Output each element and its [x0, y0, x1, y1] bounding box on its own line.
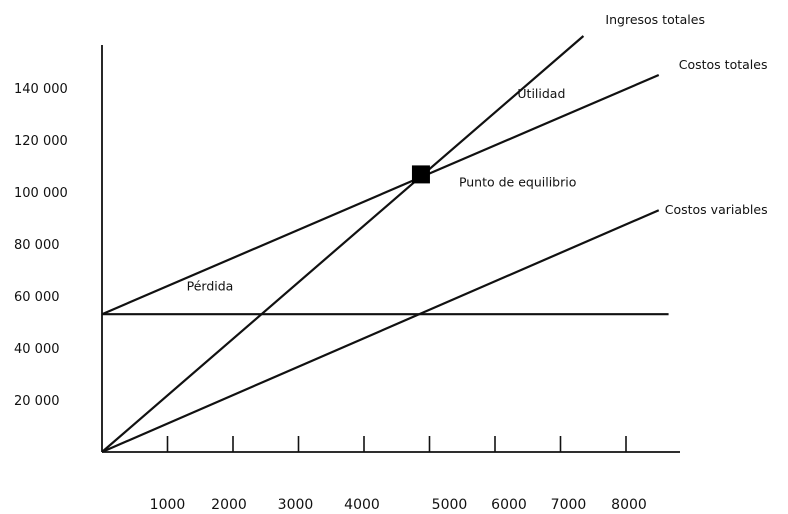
x-tick-labels: 1000 2000 3000 4000 5000 6000 7000 8000: [150, 497, 647, 513]
x-tick-marks: [166, 436, 627, 452]
x-tick-label: 4000: [344, 497, 380, 513]
x-tick-label: 8000: [611, 497, 647, 513]
break-even-label: Punto de equilibrio: [459, 174, 576, 189]
y-tick-label: 140 000: [14, 82, 68, 97]
ingresos-totales-line: [101, 35, 585, 453]
series-labels: Ingresos totales Costos totales Costos var…: [605, 12, 767, 217]
costos-totales-line: [101, 73, 660, 316]
utilidad-label: Utilidad: [517, 86, 565, 101]
y-tick-label: 40 000: [14, 342, 60, 357]
x-tick-label: 6000: [491, 497, 527, 513]
x-tick-label: 1000: [150, 497, 186, 513]
x-tick-label: 2000: [211, 497, 247, 513]
costos-variables-line: [101, 209, 660, 454]
break-even-marker: [411, 165, 430, 184]
ingresos-totales-label: Ingresos totales: [605, 12, 705, 27]
perdida-label: Pérdida: [187, 279, 234, 294]
y-tick-label: 60 000: [14, 290, 60, 305]
costos-totales-label: Costos totales: [679, 57, 768, 72]
costos-variables-label: Costos variables: [665, 202, 768, 217]
series-lines: [101, 35, 669, 454]
y-tick-label: 20 000: [14, 394, 60, 409]
axes: [101, 45, 680, 453]
x-tick-label: 3000: [278, 497, 314, 513]
y-tick-label: 80 000: [14, 238, 60, 253]
x-tick-label: 7000: [551, 497, 587, 513]
y-tick-label: 100 000: [14, 186, 68, 201]
annotations: Punto de equilibrio Utilidad Pérdida: [187, 86, 577, 293]
y-tick-label: 120 000: [14, 134, 68, 149]
x-tick-label: 5000: [432, 497, 468, 513]
y-tick-labels: 20 000 40 000 60 000 80 000 100 000 120 000 14…: [14, 82, 68, 409]
